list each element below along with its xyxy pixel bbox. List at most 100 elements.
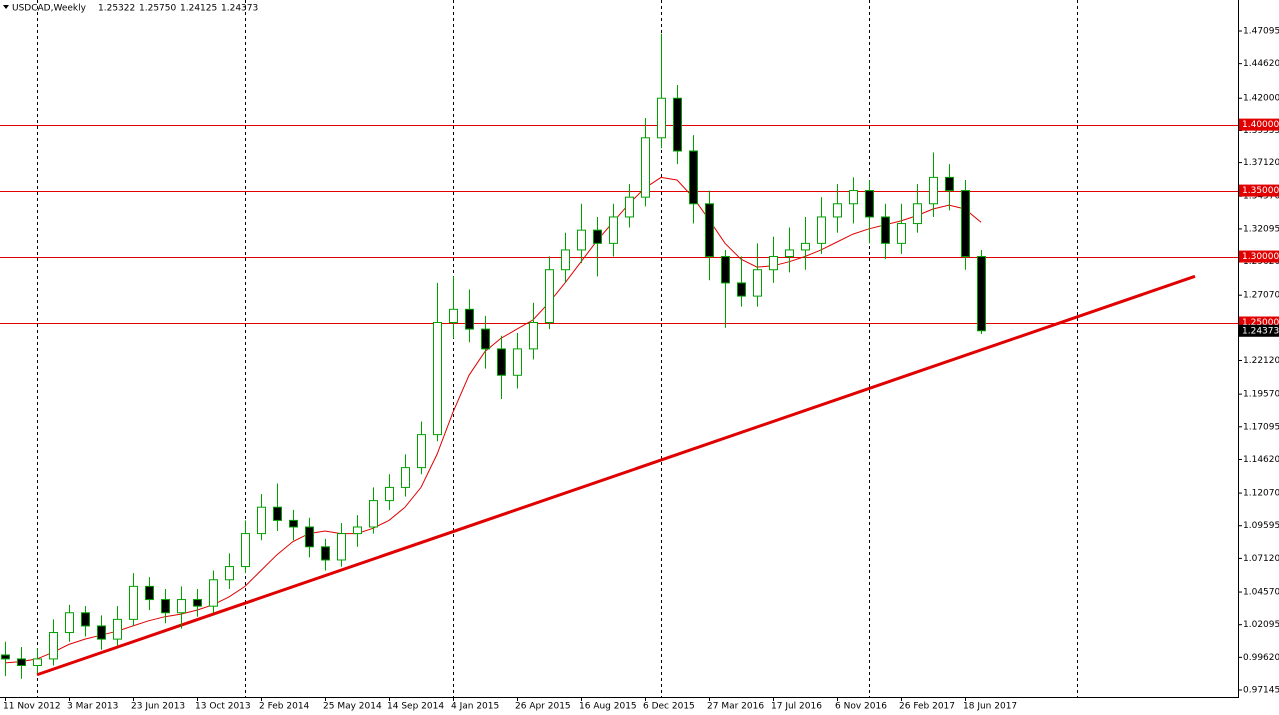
x-tick-label: 6 Dec 2015 [643, 702, 695, 712]
candle-body [849, 190, 858, 205]
y-tick-label: 1.22120 [1243, 356, 1279, 366]
candle-body [337, 533, 346, 561]
candle-body [417, 434, 426, 469]
y-tick-label: 1.19570 [1243, 390, 1279, 400]
x-tick-label: 2 Feb 2014 [259, 702, 310, 712]
x-tick-label: 26 Feb 2017 [899, 702, 955, 712]
y-tick-label: 1.47095 [1243, 27, 1279, 37]
candle-body [785, 249, 794, 258]
y-tick-label: 1.07120 [1243, 554, 1279, 564]
candle-body [753, 269, 762, 297]
y-tick-label: 1.09595 [1243, 521, 1279, 531]
y-tick-label: 1.32095 [1243, 224, 1279, 234]
x-tick-label: 23 Jun 2013 [131, 702, 185, 712]
level-badge-label: 1.40000 [1242, 120, 1279, 130]
level-badge [1239, 184, 1279, 197]
candle-body [177, 599, 186, 614]
candle-body [305, 526, 314, 548]
candle-body [257, 506, 266, 535]
last-price-label: 1.24373 [1242, 326, 1279, 336]
candle-body [145, 585, 154, 601]
x-tick-label: 3 Mar 2013 [67, 702, 118, 712]
candle-body [161, 599, 170, 614]
candle-body [433, 322, 442, 436]
candle-body [1, 654, 10, 660]
candle-body [113, 618, 122, 640]
candle-body [609, 216, 618, 244]
candle-body [721, 256, 730, 284]
x-tick-label: 4 Jan 2015 [451, 702, 499, 712]
candle-body [769, 256, 778, 271]
candle-body [369, 500, 378, 528]
last-price-badge [1239, 324, 1279, 337]
candle-body [401, 467, 410, 488]
candle-body [33, 658, 42, 667]
quote-close: 1.24373 [221, 4, 258, 14]
x-tick-label: 17 Jul 2016 [771, 702, 822, 712]
candle-body [737, 282, 746, 297]
x-tick-label: 11 Nov 2012 [3, 702, 61, 712]
candle-body [897, 223, 906, 244]
x-tick-label: 14 Sep 2014 [387, 702, 444, 712]
y-tick-label: 1.37120 [1243, 158, 1279, 168]
y-tick-label: 1.17095 [1243, 422, 1279, 432]
candle-body [833, 203, 842, 218]
candle-body [481, 328, 490, 350]
level-badge [1239, 118, 1279, 131]
candle-body [321, 546, 330, 561]
candle-body [625, 196, 634, 218]
candle-body [353, 526, 362, 535]
candle-body [961, 190, 970, 258]
quote-high: 1.25750 [139, 4, 176, 14]
candle-body [529, 322, 538, 350]
menu-arrow[interactable] [3, 5, 9, 9]
candle-body [801, 242, 810, 251]
candle-body [513, 348, 522, 376]
y-tick-label: 1.27070 [1243, 291, 1279, 301]
x-tick-label: 25 May 2014 [323, 702, 382, 712]
candle-body [689, 150, 698, 205]
candle-body [129, 585, 138, 620]
level-badge-label: 1.35000 [1242, 186, 1279, 196]
y-tick-label: 1.44620 [1243, 59, 1279, 69]
y-tick-label: 1.14620 [1243, 455, 1279, 465]
symbol: USDCAD,Weekly [12, 4, 87, 14]
y-tick-label: 0.99620 [1243, 653, 1279, 663]
y-tick-label: 1.02095 [1243, 620, 1279, 630]
moving-average [4, 176, 982, 664]
y-tick-label: 1.04570 [1243, 588, 1279, 598]
trendline [36, 274, 1196, 677]
candle-body [49, 632, 58, 660]
candle-body [97, 625, 106, 640]
level-badge-label: 1.25000 [1242, 318, 1279, 328]
x-tick-label: 16 Aug 2015 [579, 702, 637, 712]
candle-body [209, 579, 218, 607]
x-tick-label: 27 Mar 2016 [707, 702, 764, 712]
candle-body [881, 216, 890, 244]
x-tick-label: 13 Oct 2013 [195, 702, 251, 712]
level-badge [1239, 250, 1279, 263]
candle-body [673, 97, 682, 152]
quote-open: 1.25322 [98, 4, 135, 14]
candle-body [865, 190, 874, 218]
candle-body [561, 249, 570, 271]
candle-body [385, 486, 394, 502]
y-tick-label: 0.97145 [1243, 685, 1279, 695]
candle-body [641, 137, 650, 198]
candle-body [81, 612, 90, 627]
candle-body [17, 658, 26, 667]
candle-body [449, 308, 458, 324]
level-badge-label: 1.30000 [1242, 252, 1279, 262]
candle-body [913, 203, 922, 225]
candle-body [929, 176, 938, 205]
candle-body [545, 269, 554, 324]
x-tick-label: 26 Apr 2015 [515, 702, 571, 712]
candle-body [977, 256, 986, 332]
candle-body [193, 599, 202, 607]
candle-body [593, 229, 602, 244]
x-tick-label: 6 Nov 2016 [835, 702, 887, 712]
candle-body [273, 506, 282, 521]
y-tick-label: 1.12070 [1243, 489, 1279, 499]
